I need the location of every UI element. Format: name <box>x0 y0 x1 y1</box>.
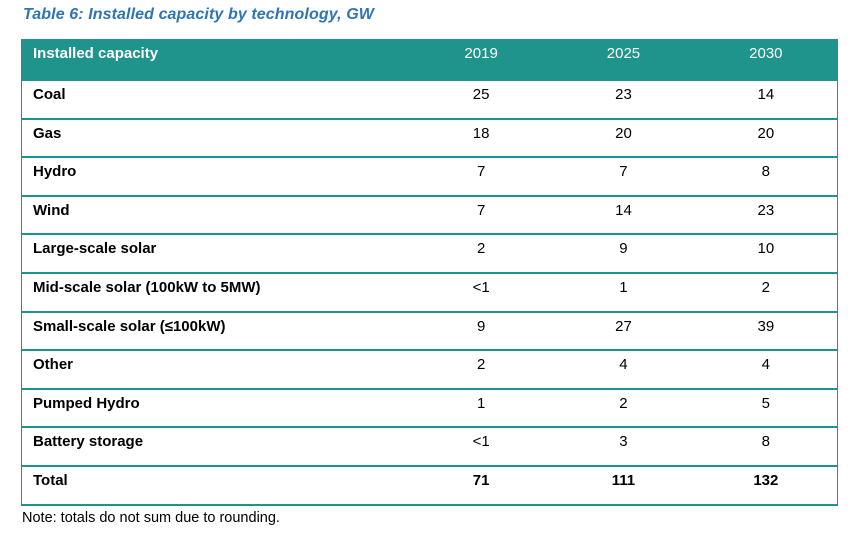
value-2019: <1 <box>472 278 490 296</box>
table-row-gas: Gas 18 20 20 <box>22 117 837 157</box>
value-2030: 8 <box>761 163 770 181</box>
row-label: Mid-scale solar (100kW to 5MW) <box>33 278 261 296</box>
row-label: Large-scale solar <box>33 240 157 258</box>
row-label: Total <box>33 471 68 489</box>
table-header-row: Installed capacity 2019 2025 2030 <box>22 39 837 79</box>
value-2025: 23 <box>615 86 632 103</box>
table-row-pumped-hydro: Pumped Hydro 1 2 5 <box>22 387 837 427</box>
header-cell-2019: 2019 <box>464 45 498 62</box>
value-2025: 27 <box>615 317 632 335</box>
value-2030: 14 <box>757 86 775 103</box>
table-row-wind: Wind 7 14 23 <box>22 194 837 234</box>
value-2025: 3 <box>619 433 628 451</box>
value-2025: 1 <box>619 278 628 296</box>
table-footnote: Note: totals do not sum due to rounding. <box>22 510 280 526</box>
value-2025: 20 <box>615 124 632 142</box>
value-2025: 7 <box>619 163 628 181</box>
value-2019: 25 <box>472 86 490 103</box>
value-2030: 8 <box>761 433 770 451</box>
value-2030: 20 <box>757 124 775 142</box>
table-row-mid-scale-solar: Mid-scale solar (100kW to 5MW) <1 1 2 <box>22 271 837 311</box>
table-row-large-scale-solar: Large-scale solar 2 9 10 <box>22 233 837 272</box>
row-label: Small-scale solar (≤100kW) <box>33 317 226 335</box>
row-label: Hydro <box>33 163 77 181</box>
row-label: Coal <box>33 86 66 103</box>
value-2019: <1 <box>472 433 490 451</box>
value-2030: 10 <box>757 240 775 258</box>
value-2019: 2 <box>476 240 486 258</box>
value-2025: 9 <box>619 240 628 258</box>
header-cell-2025: 2025 <box>606 45 641 62</box>
table-row-battery-storage: Battery storage <1 3 8 <box>22 426 837 465</box>
value-2030: 2 <box>761 278 770 296</box>
row-label: Gas <box>33 124 62 142</box>
value-2030: 23 <box>757 201 775 219</box>
value-2030: 4 <box>761 356 770 374</box>
value-2019: 1 <box>476 394 486 412</box>
row-label: Other <box>33 356 74 374</box>
value-2019: 9 <box>476 317 486 335</box>
table-row-other: Other 2 4 4 <box>22 349 837 388</box>
row-label: Battery storage <box>33 433 144 451</box>
row-label: Pumped Hydro <box>33 394 140 412</box>
value-2025: 2 <box>619 394 628 412</box>
table-row-hydro: Hydro 7 7 8 <box>22 156 837 195</box>
installed-capacity-table: Installed capacity 2019 2025 2030 Coal 2… <box>21 39 838 506</box>
table-row-coal: Coal 25 23 14 <box>22 79 837 118</box>
value-2025: 111 <box>611 471 636 489</box>
row-label: Wind <box>33 201 70 219</box>
value-2025: 14 <box>615 201 632 219</box>
value-2019: 18 <box>472 124 490 142</box>
value-2030: 5 <box>761 394 770 412</box>
value-2019: 7 <box>476 163 486 181</box>
value-2025: 4 <box>619 356 628 374</box>
header-cell-installed-capacity: Installed capacity <box>33 45 159 62</box>
header-cell-2030: 2030 <box>749 45 783 62</box>
value-2030: 39 <box>757 317 775 335</box>
value-2019: 7 <box>476 201 486 219</box>
value-2019: 71 <box>472 471 490 489</box>
table-row-total: Total 71 111 132 <box>22 464 837 504</box>
value-2019: 2 <box>476 356 486 374</box>
table-caption: Table 6: Installed capacity by technolog… <box>23 6 374 23</box>
value-2030: 132 <box>753 471 779 489</box>
table-row-small-scale-solar: Small-scale solar (≤100kW) 9 27 39 <box>22 310 837 350</box>
